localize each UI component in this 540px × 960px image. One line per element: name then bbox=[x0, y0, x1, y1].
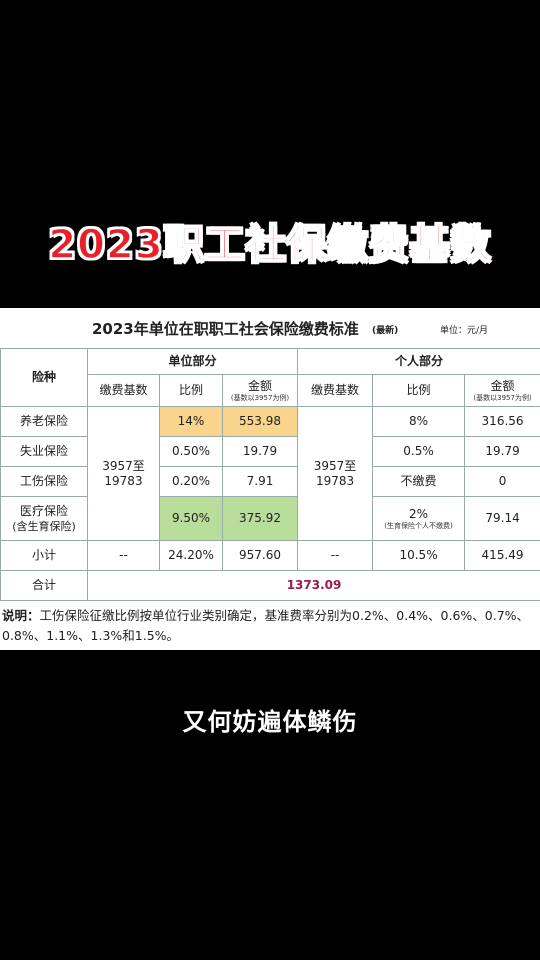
personal-amount: 316.56 bbox=[464, 406, 540, 437]
header-unit-base: 缴费基数 bbox=[87, 374, 160, 407]
table-note: 说明：工伤保险征缴比例按单位行业类别确定，基准费率分别为0.2%、0.4%、0.… bbox=[2, 606, 536, 646]
header-unit-part: 单位部分 bbox=[86, 348, 299, 375]
personal-base-cell: 3957至19783 bbox=[297, 406, 374, 541]
subtotal-unit-ratio: 24.20% bbox=[159, 540, 223, 571]
video-headline: 2023职工社保缴费基数 bbox=[48, 221, 492, 269]
header-unit-amount-note: (基数以3957为例) bbox=[230, 393, 290, 402]
header-personal-amount-note: (基数以3957为例) bbox=[473, 393, 532, 402]
table-title: 2023年单位在职职工社会保险缴费标准 bbox=[92, 320, 359, 338]
subtotal-row: 小计 -- 24.20% 957.60 -- 10.5% 415.49 bbox=[0, 540, 540, 571]
personal-amount: 19.79 bbox=[464, 436, 540, 467]
unit-ratio: 0.50% bbox=[159, 436, 223, 467]
unit-base-cell: 3957至19783 bbox=[87, 406, 160, 541]
personal-ratio: 0.5% bbox=[372, 436, 466, 467]
subtotal-personal-ratio: 10.5% bbox=[372, 540, 466, 571]
table-row: 医疗保险 (含生育保险) 9.50% 375.92 2% (生育保险个人不缴费)… bbox=[0, 496, 540, 541]
total-value: 1373.09 bbox=[86, 570, 540, 601]
header-insurance-type: 险种 bbox=[0, 348, 88, 407]
table-header-row: 险种 单位部分 个人部分 bbox=[0, 348, 540, 407]
header-personal-ratio: 比例 bbox=[372, 374, 466, 407]
personal-ratio-note: (生育保险个人不缴费) bbox=[384, 521, 453, 530]
subtotal-label: 小计 bbox=[0, 540, 88, 571]
note-text: 工伤保险征缴比例按单位行业类别确定，基准费率分别为0.2%、0.4%、0.6%、… bbox=[2, 608, 530, 643]
header-unit-amount: 金额 (基数以3957为例) bbox=[221, 374, 299, 407]
unit-amount: 375.92 bbox=[221, 496, 299, 541]
subtotal-unit-base: -- bbox=[87, 540, 160, 571]
table-title-bar: 2023年单位在职职工社会保险缴费标准 (最新) 单位：元/月 bbox=[0, 308, 540, 349]
personal-ratio-value: 2% bbox=[409, 507, 429, 522]
unit-ratio: 14% bbox=[159, 406, 223, 437]
unit-amount: 7.91 bbox=[221, 466, 299, 497]
personal-ratio: 8% bbox=[372, 406, 466, 437]
header-unit-ratio: 比例 bbox=[159, 374, 223, 407]
subtotal-personal-base: -- bbox=[297, 540, 374, 571]
video-caption: 又何妨遍体鳞伤 bbox=[182, 708, 358, 736]
row-name: 失业保险 bbox=[0, 436, 88, 467]
header-personal-amount-label: 金额 bbox=[490, 379, 515, 394]
total-label: 合计 bbox=[0, 570, 88, 601]
header-personal-amount: 金额 (基数以3957为例) bbox=[464, 374, 540, 407]
unit-ratio: 0.20% bbox=[159, 466, 223, 497]
row-name-sub: (含生育保险) bbox=[12, 519, 76, 533]
currency-unit: 单位：元/月 bbox=[440, 326, 489, 336]
row-name: 养老保险 bbox=[0, 406, 88, 437]
row-name-label: 医疗保险 bbox=[19, 504, 68, 519]
row-name: 工伤保险 bbox=[0, 466, 88, 497]
header-personal-base: 缴费基数 bbox=[297, 374, 374, 407]
table-subheader-row: 缴费基数 比例 金额 (基数以3957为例) 缴费基数 比例 金额 (基数以39… bbox=[1, 374, 540, 407]
header-personal-part: 个人部分 bbox=[297, 348, 540, 375]
note-label: 说明： bbox=[2, 608, 40, 623]
table-row: 工伤保险 0.20% 7.91 不缴费 0 bbox=[0, 466, 540, 497]
table-row: 养老保险 3957至19783 14% 553.98 3957至19783 8%… bbox=[0, 406, 540, 541]
unit-ratio: 9.50% bbox=[159, 496, 223, 541]
subtotal-unit-amount: 957.60 bbox=[221, 540, 299, 571]
table-title-tag: (最新) bbox=[372, 326, 399, 336]
unit-amount: 19.79 bbox=[221, 436, 299, 467]
personal-amount: 79.14 bbox=[464, 496, 540, 541]
table-row: 失业保险 0.50% 19.79 0.5% 19.79 bbox=[0, 436, 540, 467]
personal-ratio: 不缴费 bbox=[372, 466, 466, 497]
personal-ratio: 2% (生育保险个人不缴费) bbox=[372, 496, 466, 541]
total-row: 合计 1373.09 bbox=[0, 570, 540, 601]
row-name: 医疗保险 (含生育保险) bbox=[0, 496, 88, 541]
insurance-table: 险种 单位部分 个人部分 缴费基数 比例 金额 (基数以3957为例) 缴费基数… bbox=[0, 348, 540, 601]
insurance-table-image: 2023年单位在职职工社会保险缴费标准 (最新) 单位：元/月 险种 单位部分 … bbox=[0, 308, 540, 650]
unit-amount: 553.98 bbox=[221, 406, 299, 437]
personal-amount: 0 bbox=[464, 466, 540, 497]
header-unit-amount-label: 金额 bbox=[248, 379, 273, 394]
subtotal-personal-amount: 415.49 bbox=[464, 540, 540, 571]
